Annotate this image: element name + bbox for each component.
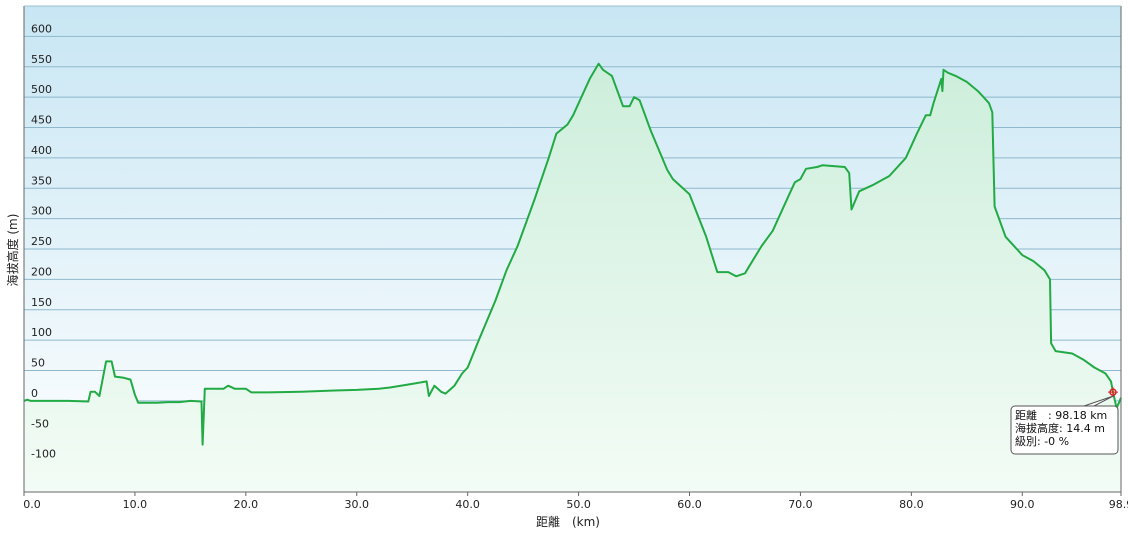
x-tick-label: 30.0 — [345, 498, 370, 511]
y-tick-label: 600 — [31, 22, 52, 35]
y-tick-label: 0 — [31, 387, 38, 400]
x-tick-label: 40.0 — [455, 498, 480, 511]
x-tick-label: 98.9 — [1109, 498, 1128, 511]
tooltip-distance: 距離 : 98.18 km — [1015, 408, 1107, 422]
x-tick-label: 0.0 — [23, 498, 41, 511]
y-tick-label: -100 — [31, 448, 56, 461]
y-tick-label: 500 — [31, 83, 52, 96]
hover-marker — [1108, 387, 1119, 398]
x-tick-label: 50.0 — [566, 498, 591, 511]
x-axis-title: 距離 (km) — [536, 515, 600, 529]
x-tick-label: 10.0 — [123, 498, 148, 511]
y-tick-labels: 600550500450400350300250200150100500-50-… — [31, 22, 56, 460]
y-tick-label: 250 — [31, 235, 52, 248]
y-tick-label: 150 — [31, 296, 52, 309]
x-tick-label: 90.0 — [1010, 498, 1035, 511]
y-tick-label: 300 — [31, 205, 52, 218]
tooltip-elevation: 海拔高度: 14.4 m — [1015, 421, 1105, 435]
y-axis-title: 海拔高度 (m) — [5, 214, 20, 287]
tooltip-grade: 級別: -0 % — [1015, 435, 1069, 448]
y-tick-label: 550 — [31, 53, 52, 66]
hover-tooltip: 距離 : 98.18 km 海拔高度: 14.4 m 級別: -0 % — [1010, 395, 1119, 455]
y-tick-label: -50 — [31, 417, 49, 430]
y-tick-label: 450 — [31, 114, 52, 127]
y-tick-label: 200 — [31, 265, 52, 278]
x-tick-label: 60.0 — [677, 498, 702, 511]
y-tick-label: 100 — [31, 326, 52, 339]
y-tick-label: 400 — [31, 144, 52, 157]
y-tick-label: 350 — [31, 174, 52, 187]
elevation-series-line — [23, 62, 1122, 446]
tooltip-box — [1010, 405, 1119, 455]
x-tick-label: 80.0 — [899, 498, 924, 511]
x-tick-label: 70.0 — [788, 498, 813, 511]
y-tick-label: 50 — [31, 357, 45, 370]
x-tick-label: 20.0 — [234, 498, 259, 511]
x-tick-labels: 0.0 10.0 20.0 30.0 40.0 50.0 60.0 70.0 80.0 90.0 9… — [23, 492, 1128, 511]
